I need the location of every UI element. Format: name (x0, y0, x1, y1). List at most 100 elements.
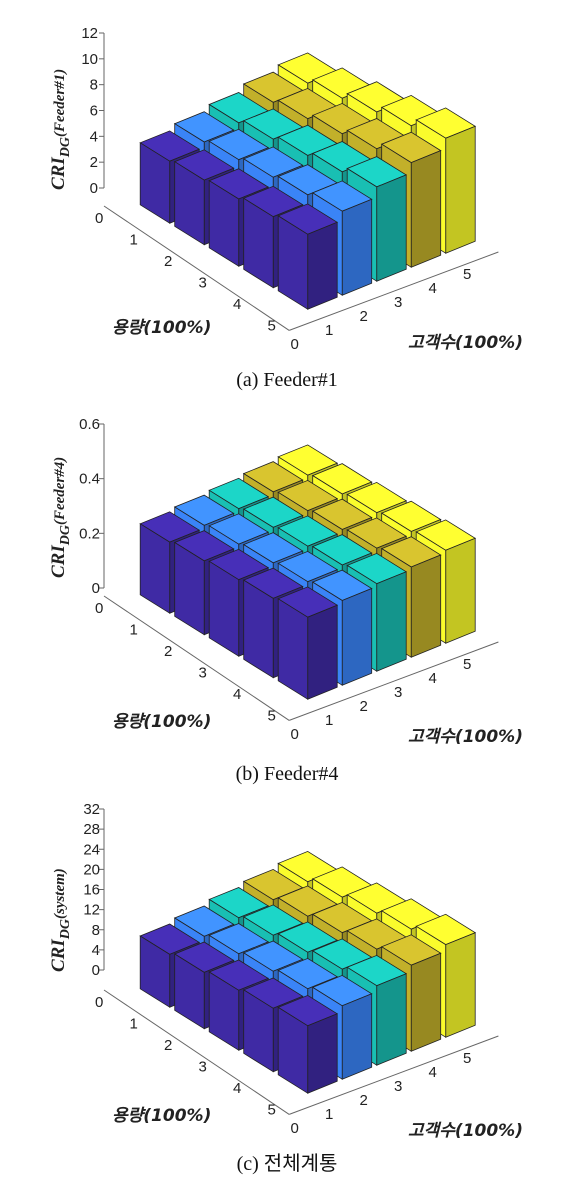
customer-axis-label: 고객수(100%) (408, 727, 523, 747)
z-axis-label-sub: DG (58, 525, 73, 546)
bar-front (208, 560, 240, 657)
bar-front (174, 160, 205, 246)
capacity-tick-label: 1 (130, 1016, 138, 1033)
capacity-axis-line (103, 989, 290, 1115)
z-axis-label-paren: (Feeder#1) (52, 69, 68, 137)
z-axis-label: CRIDG(Feeder#4) (48, 457, 73, 578)
bar-side (341, 993, 373, 1080)
chart-bars (139, 444, 477, 700)
bar-front (139, 935, 171, 1008)
z-tick-label: 0 (90, 180, 98, 197)
z-tick-label: 2 (90, 154, 98, 171)
z-axis-label-main: CRI (48, 939, 69, 972)
capacity-axis-label: 용량(100%) (112, 1106, 211, 1126)
z-axis-label-sub: DG (58, 137, 73, 158)
z-tick-label: 0 (92, 962, 100, 979)
z-axis-label: CRIDG(system) (48, 868, 73, 972)
z-axis-label-main: CRI (48, 157, 69, 190)
capacity-tick-label: 0 (95, 210, 103, 227)
z-tick-label: 6 (90, 103, 98, 120)
z-axis-label-paren: (Feeder#4) (52, 457, 68, 525)
panel-caption: (c) 전체계통 (237, 1152, 338, 1175)
z-tick-label: 8 (92, 922, 100, 939)
z-tick-label: 0 (92, 580, 100, 597)
bar-side (376, 571, 407, 672)
bar-front (277, 598, 309, 700)
bar-cap5-cust1 (277, 203, 339, 310)
capacity-tick-label: 3 (199, 665, 207, 682)
bar-side (445, 125, 476, 254)
capacity-tick-label: 2 (164, 1037, 172, 1054)
bar-front (208, 179, 240, 267)
customer-axis-line (289, 1035, 499, 1115)
bar-side (341, 587, 373, 686)
z-tick-label: 12 (83, 902, 100, 919)
bar-front (174, 953, 205, 1030)
z-tick-label: 12 (81, 25, 98, 42)
customer-tick-label: 3 (394, 684, 402, 701)
customer-tick-label: 3 (394, 1078, 402, 1095)
customer-axis-line (289, 251, 499, 331)
bar-front (243, 197, 274, 289)
customer-tick-label: 3 (394, 294, 402, 311)
capacity-tick-label: 4 (233, 296, 241, 313)
panel-caption: (a) Feeder#1 (236, 369, 338, 391)
chart-bars (139, 850, 477, 1094)
customer-tick-label: 1 (325, 712, 333, 729)
bar-side (376, 973, 407, 1066)
customer-tick-label: 2 (359, 698, 367, 715)
capacity-tick-label: 1 (130, 232, 138, 249)
customer-tick-label: 0 (290, 1120, 298, 1137)
capacity-tick-label: 3 (199, 1059, 207, 1076)
panel-caption: (b) Feeder#4 (236, 763, 339, 785)
capacity-tick-label: 2 (164, 643, 172, 660)
customer-tick-label: 2 (359, 308, 367, 325)
customer-tick-label: 4 (428, 670, 436, 687)
customer-axis-label: 고객수(100%) (408, 333, 523, 353)
customer-tick-label: 1 (325, 322, 333, 339)
bar-side (445, 537, 476, 644)
bar-cap5-cust1 (277, 994, 339, 1094)
bar-side (307, 221, 338, 310)
bar-side (376, 174, 407, 282)
customer-tick-label: 5 (463, 656, 471, 673)
capacity-tick-label: 5 (268, 318, 276, 335)
customer-tick-label: 5 (463, 266, 471, 283)
bar-side (341, 198, 373, 296)
bar-front (139, 142, 171, 224)
bar-side (307, 1013, 338, 1094)
z-tick-label: 28 (83, 821, 100, 838)
customer-tick-label: 0 (290, 336, 298, 353)
bar-side (410, 952, 442, 1052)
capacity-tick-label: 0 (95, 994, 103, 1011)
capacity-tick-label: 0 (95, 600, 103, 617)
z-tick-label: 10 (81, 51, 98, 68)
chart-bars (139, 52, 477, 310)
capacity-tick-label: 5 (268, 708, 276, 725)
bar-front (174, 541, 205, 636)
z-tick-label: 20 (83, 861, 100, 878)
bar-side (410, 554, 442, 658)
bar-side (307, 604, 338, 700)
capacity-tick-label: 4 (233, 686, 241, 703)
capacity-tick-label: 5 (268, 1102, 276, 1119)
z-tick-label: 32 (83, 801, 100, 818)
z-tick-label: 8 (90, 77, 98, 94)
customer-tick-label: 5 (463, 1050, 471, 1067)
customer-tick-label: 0 (290, 726, 298, 743)
bar-side (410, 150, 442, 268)
bar-front (243, 989, 274, 1073)
capacity-axis-line (103, 205, 290, 331)
capacity-tick-label: 1 (130, 622, 138, 639)
capacity-tick-label: 4 (233, 1080, 241, 1097)
z-axis-label: CRIDG(Feeder#1) (48, 69, 73, 190)
z-tick-label: 4 (92, 942, 100, 959)
z-tick-label: 16 (83, 882, 100, 899)
bar-front (277, 1006, 309, 1094)
